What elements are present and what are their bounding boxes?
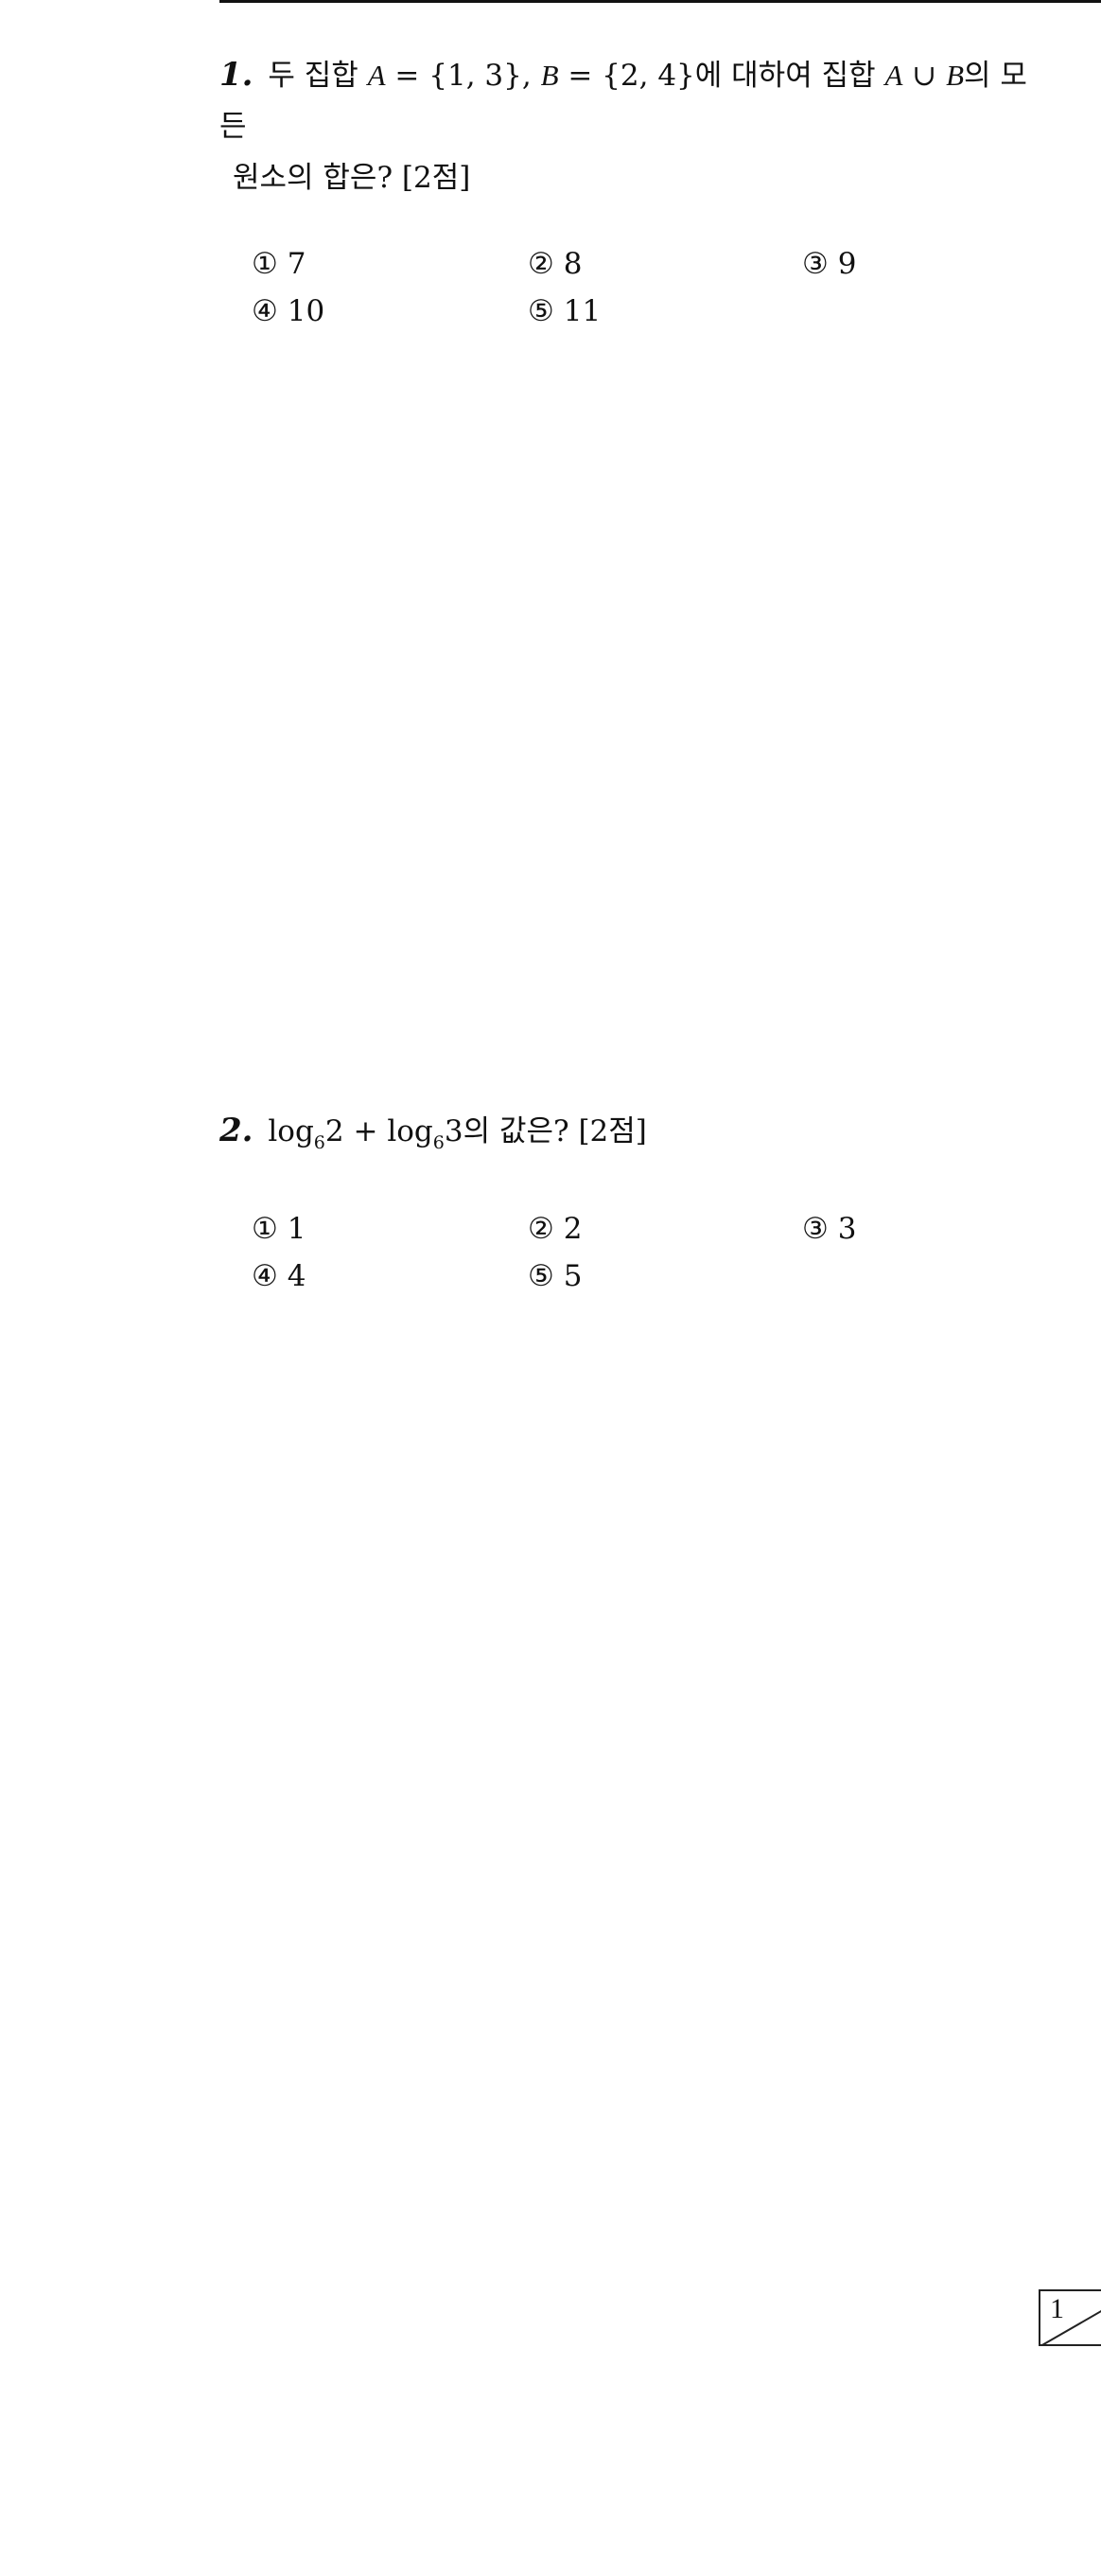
question-1-text: 1. 두 집합 A = {1, 3}, B = {2, 4}에 대하여 집합 A… xyxy=(219,49,1052,203)
question-1-text-part1: 두 집합 xyxy=(258,59,368,93)
choice-mark: ④ xyxy=(252,294,278,328)
choice-value: 4 xyxy=(287,1259,306,1293)
choice-mark: ② xyxy=(528,247,554,281)
log-base-1: 6 xyxy=(313,1132,325,1153)
set-a-variable: A xyxy=(367,59,386,92)
question-1-text-part2: 의 모든 xyxy=(219,59,1027,144)
union-symbol: ∪ xyxy=(902,59,947,93)
choice-4[interactable]: ④ 10 xyxy=(252,289,528,334)
choice-5[interactable]: ⑤ 11 xyxy=(528,289,802,334)
choice-value: 7 xyxy=(287,247,306,281)
choice-mark: ① xyxy=(252,1212,278,1246)
choice-mark: ⑤ xyxy=(528,294,554,328)
choice-mark: ③ xyxy=(802,247,829,281)
set-b-definition: = {2, 4}에 대하여 집합 xyxy=(558,59,885,93)
set-a-definition: = {1, 3}, xyxy=(385,59,541,93)
choice-mark: ① xyxy=(252,247,278,281)
choice-value: 5 xyxy=(563,1259,583,1293)
log-function-2: log xyxy=(387,1114,433,1148)
log-argument-1: 2 xyxy=(324,1114,344,1148)
choice-mark: ③ xyxy=(802,1212,829,1246)
choice-value: 10 xyxy=(287,294,325,328)
question-2-text: 2. log62 + log63의 값은? [2점] xyxy=(219,1105,1052,1168)
question-2-number: 2. xyxy=(219,1112,253,1149)
log-argument-2: 3 xyxy=(444,1114,463,1148)
question-1: 1. 두 집합 A = {1, 3}, B = {2, 4}에 대하여 집합 A… xyxy=(219,49,1052,334)
choice-value: 2 xyxy=(563,1212,583,1246)
choice-value: 11 xyxy=(563,294,602,328)
top-rule xyxy=(219,0,1101,3)
plus-sign: + xyxy=(343,1114,388,1148)
set-b-variable: B xyxy=(540,59,559,92)
log-function-1: log xyxy=(268,1114,314,1148)
choice-value: 8 xyxy=(563,247,583,281)
choice-value: 3 xyxy=(837,1212,857,1246)
page-box-diagonal xyxy=(1041,2309,1101,2344)
choice-value: 1 xyxy=(287,1212,306,1246)
union-right-variable: B xyxy=(946,59,965,92)
choice-mark: ⑤ xyxy=(528,1259,554,1293)
page-number-box: 1 xyxy=(1039,2289,1101,2346)
union-left-variable: A xyxy=(884,59,903,92)
choice-mark: ④ xyxy=(252,1259,278,1293)
page-number: 1 xyxy=(1050,2293,1064,2324)
question-1-number: 1. xyxy=(219,56,253,94)
log-base-2: 6 xyxy=(432,1132,445,1153)
choice-mark: ② xyxy=(528,1212,554,1246)
question-2-tail: 의 값은? [2점] xyxy=(463,1114,647,1148)
choice-value: 9 xyxy=(837,247,857,281)
question-1-line2: 원소의 합은? [2점] xyxy=(233,161,471,195)
